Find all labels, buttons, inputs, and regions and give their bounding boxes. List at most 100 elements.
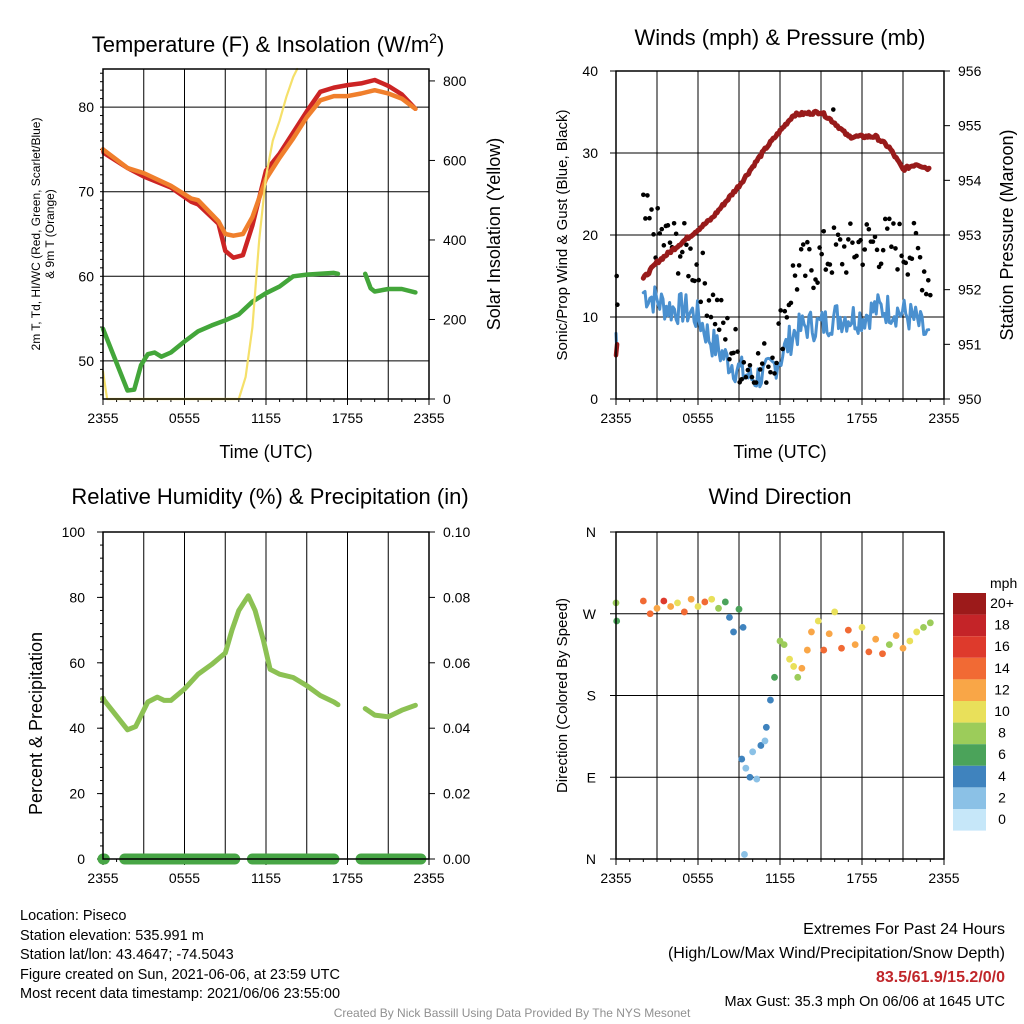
gust-point — [667, 240, 673, 245]
gust-point — [923, 291, 929, 297]
direction-point — [872, 635, 880, 643]
direction-point — [646, 610, 654, 618]
y-right-tick-label: 600 — [443, 152, 467, 168]
direction-point — [851, 641, 859, 649]
legend-label: 10 — [994, 703, 1010, 719]
gust-point — [889, 244, 894, 249]
direction-point — [721, 598, 729, 606]
gust-point — [735, 349, 740, 354]
y-right-tick-label: 0 — [443, 391, 451, 407]
gust-point — [684, 242, 689, 248]
gust-point — [917, 254, 923, 260]
direction-point — [753, 775, 761, 783]
gust-point — [921, 269, 927, 274]
gust-point — [772, 371, 777, 376]
x-tick-label: 1155 — [251, 410, 281, 426]
gust-point — [891, 221, 896, 226]
direction-point — [844, 626, 852, 634]
direction-point — [814, 617, 822, 625]
x-tick-label: 2355 — [413, 870, 444, 886]
legend-swatch — [953, 701, 986, 723]
gust-point — [745, 367, 751, 373]
gust-point — [837, 237, 843, 242]
gust-point — [743, 374, 749, 380]
elevation-line: Station elevation: 535.991 m — [20, 927, 204, 944]
x-tick-label: 1155 — [765, 870, 795, 886]
direction-point — [825, 630, 833, 638]
gust-point — [872, 234, 878, 240]
x-tick-label: 2355 — [87, 410, 118, 426]
gust-point — [675, 271, 681, 276]
gust-point — [710, 292, 716, 298]
direction-point — [674, 599, 681, 607]
legend-swatch — [953, 809, 986, 831]
y-tick-label: E — [587, 769, 596, 785]
y-left-tick-label: 30 — [582, 145, 598, 161]
x-tick-label: 2355 — [928, 410, 959, 426]
gust-point — [915, 245, 921, 251]
y-left-tick-label: 0 — [590, 391, 598, 407]
wind-speed-line — [641, 285, 931, 389]
gust-point — [884, 226, 890, 231]
y-right-tick-label: 956 — [958, 63, 982, 79]
plot-frame — [615, 70, 945, 400]
gust-point — [815, 280, 820, 285]
y-tick-label: S — [587, 688, 596, 704]
gust-point — [688, 246, 693, 251]
extremes-subtitle: (High/Low/Max Wind/Precipitation/Snow De… — [667, 945, 1005, 962]
direction-point — [761, 737, 769, 745]
title-superscript: 2 — [429, 30, 437, 46]
legend-label: 20+ — [990, 595, 1014, 611]
direction-point — [639, 597, 647, 605]
direction-point — [738, 755, 746, 763]
title-main: Temperature (F) & Insolation (W/m — [92, 32, 429, 57]
direction-point — [906, 637, 914, 645]
gust-point — [784, 315, 790, 320]
gust-point — [649, 207, 654, 212]
legend-label: 2 — [998, 789, 1006, 805]
direction-point — [780, 641, 788, 649]
gust-point — [858, 237, 863, 243]
x-tick-label: 1155 — [251, 870, 281, 886]
y-right-tick-label: 400 — [443, 232, 467, 248]
direction-point — [762, 723, 770, 731]
extremes-info: Extremes For Past 24 Hours (High/Low/Max… — [668, 918, 1005, 1014]
direction-point — [794, 673, 802, 681]
direction-point — [879, 650, 886, 658]
gust-point — [823, 267, 829, 272]
direction-point — [808, 628, 815, 636]
gust-point — [798, 246, 804, 252]
direction-point — [715, 604, 722, 612]
plot-frame — [102, 531, 430, 860]
direction-point — [694, 603, 702, 610]
direction-point — [735, 605, 743, 613]
chart-title: Relative Humidity (%) & Precipitation (i… — [71, 484, 468, 509]
legend-title: mph — [990, 575, 1017, 591]
direction-point — [746, 773, 754, 781]
y-left-tick-label: 0 — [77, 851, 85, 867]
y-right-tick-label: 0.06 — [443, 655, 470, 671]
direction-point — [701, 598, 709, 606]
direction-point — [771, 673, 778, 681]
gust-point — [796, 263, 802, 268]
gust-point — [720, 320, 726, 326]
gust-point — [788, 300, 794, 306]
gust-point — [794, 287, 800, 292]
gust-point — [673, 231, 679, 237]
gust-point — [764, 380, 769, 385]
station-info: Location: Piseco Station elevation: 535.… — [20, 907, 340, 1005]
y-left-tick-label: 100 — [62, 524, 86, 540]
y-right-tick-label: 800 — [443, 73, 467, 89]
gust-point — [827, 262, 833, 267]
location-line: Location: Piseco — [20, 908, 127, 924]
gust-point — [714, 297, 720, 303]
gust-point — [819, 251, 824, 257]
gust-point — [682, 220, 687, 226]
y-left-tick-label: 80 — [69, 589, 85, 605]
direction-point — [803, 646, 811, 654]
direction-point — [865, 648, 873, 656]
legend-label: 0 — [998, 811, 1006, 827]
direction-point — [726, 613, 733, 621]
gust-point — [862, 247, 868, 252]
